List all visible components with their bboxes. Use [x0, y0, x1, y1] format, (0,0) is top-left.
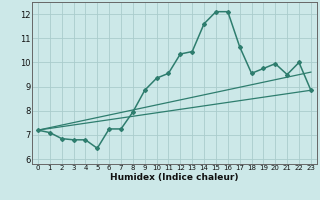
X-axis label: Humidex (Indice chaleur): Humidex (Indice chaleur) [110, 173, 239, 182]
